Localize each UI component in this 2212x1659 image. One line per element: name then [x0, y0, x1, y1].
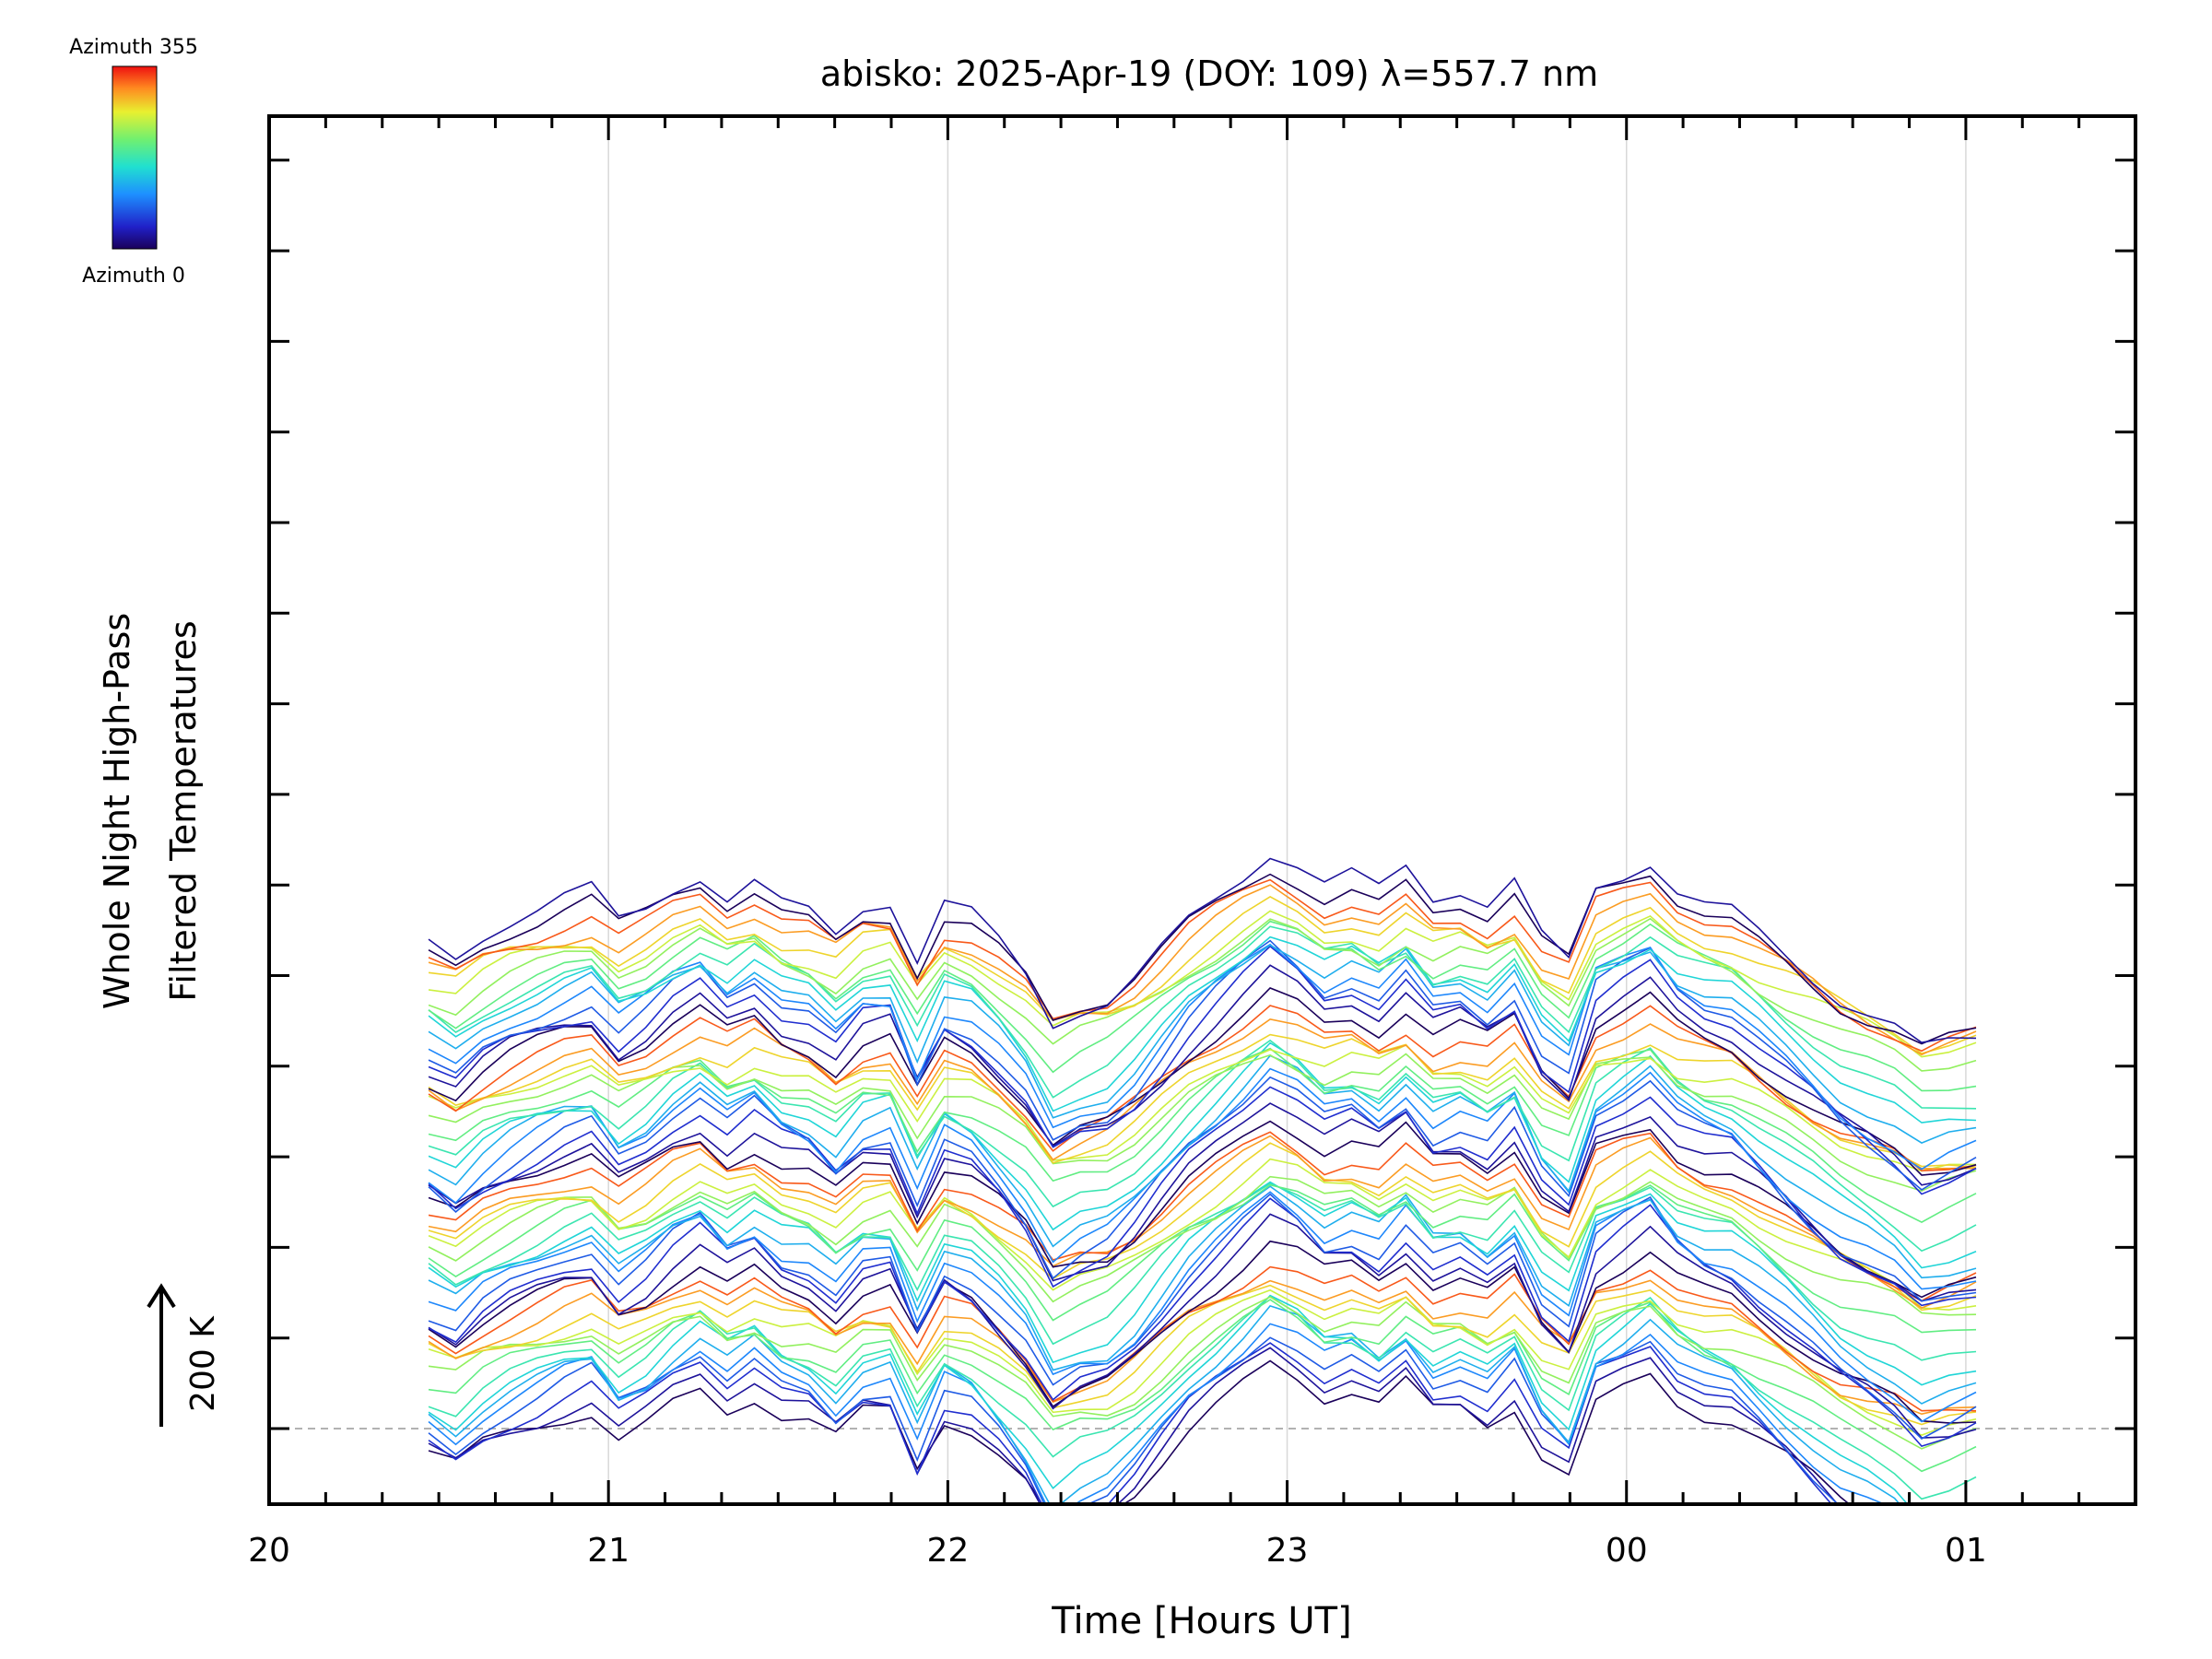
colorbar-bottom-label: Azimuth 0 — [82, 265, 185, 288]
chart-title: abisko: 2025-Apr-19 (DOY: 109) λ=557.7 n… — [820, 53, 1598, 94]
series-line-26 — [428, 1135, 1977, 1310]
series-line-13 — [428, 1265, 1977, 1412]
series-line-11 — [428, 1284, 1977, 1426]
series-line-32 — [428, 1067, 1977, 1290]
series-group — [428, 857, 1977, 1504]
series-line-12 — [428, 1279, 1977, 1416]
series-line-4 — [428, 1323, 1887, 1504]
series-line-3 — [428, 1336, 1840, 1504]
series-line-30 — [428, 1086, 1977, 1307]
series-line-25 — [428, 1142, 1977, 1312]
scale-arrow-head — [147, 1283, 176, 1309]
series-line-19 — [428, 1185, 1977, 1405]
series-line-31 — [428, 1076, 1977, 1302]
series-line-28 — [428, 1120, 1977, 1299]
series-line-56 — [428, 873, 1977, 1045]
series-line-24 — [428, 1158, 1977, 1312]
series-line-51 — [428, 917, 1977, 1072]
series-line-57 — [428, 857, 1977, 1043]
x-tick-label-01: 01 — [1945, 1532, 1987, 1570]
series-line-50 — [428, 920, 1977, 1092]
series-line-15 — [428, 1213, 1977, 1439]
series-line-46 — [428, 943, 1977, 1171]
series-line-0 — [428, 1359, 1851, 1504]
grid-lines — [268, 116, 1967, 1504]
series-line-39 — [428, 1033, 1977, 1169]
x-tick-label-20: 20 — [248, 1532, 290, 1570]
plot-frame — [267, 114, 2137, 1506]
x-tick-labels: 20 21 22 23 00 01 — [248, 1532, 1987, 1570]
y-axis-label-line1: Whole Night High-Pass — [97, 613, 137, 1009]
series-line-53 — [428, 895, 1977, 1054]
series-line-8 — [428, 1299, 1977, 1473]
series-line-43 — [428, 964, 1977, 1186]
series-line-47 — [428, 944, 1977, 1144]
x-tick-label-22: 22 — [926, 1532, 969, 1570]
x-axis-label: Time [Hours UT] — [1051, 1600, 1351, 1642]
axis-ticks — [267, 116, 2137, 1504]
series-line-37 — [428, 1053, 1977, 1193]
series-line-36 — [428, 1047, 1977, 1224]
series-line-55 — [428, 878, 1977, 1053]
colorbar-top-label: Azimuth 355 — [69, 36, 198, 59]
series-line-40 — [428, 1018, 1976, 1170]
series-line-23 — [428, 1175, 1977, 1316]
colorbar: Azimuth 355 Azimuth 0 — [69, 36, 198, 288]
series-line-52 — [428, 910, 1977, 1058]
x-tick-label-00: 00 — [1606, 1532, 1648, 1570]
series-line-41 — [428, 1005, 1977, 1172]
series-line-10 — [428, 1288, 1977, 1436]
series-line-29 — [428, 1102, 1977, 1302]
series-line-22 — [428, 1183, 1977, 1334]
series-line-9 — [428, 1296, 1977, 1450]
colorbar-gradient — [112, 65, 158, 250]
series-line-20 — [428, 1181, 1977, 1386]
series-line-42 — [428, 987, 1977, 1176]
scale-arrow — [147, 1283, 176, 1427]
series-line-34 — [428, 1041, 1977, 1269]
series-line-14 — [428, 1240, 1977, 1424]
series-line-27 — [428, 1131, 1977, 1302]
y-axis-label-line2: Filtered Temperatures — [163, 620, 204, 1001]
series-line-6 — [428, 1294, 1909, 1504]
series-line-21 — [428, 1182, 1977, 1361]
series-line-38 — [428, 1043, 1976, 1172]
series-line-5 — [428, 1304, 1901, 1504]
series-line-33 — [428, 1054, 1977, 1279]
series-line-49 — [428, 925, 1977, 1110]
x-tick-label-23: 23 — [1266, 1532, 1309, 1570]
series-line-54 — [428, 884, 1977, 1056]
series-line-18 — [428, 1191, 1977, 1423]
series-line-48 — [428, 935, 1977, 1124]
scale-label: 200 K — [184, 1315, 222, 1412]
series-line-1 — [428, 1347, 1839, 1504]
series-line-44 — [428, 945, 1977, 1195]
x-tick-label-21: 21 — [587, 1532, 629, 1570]
